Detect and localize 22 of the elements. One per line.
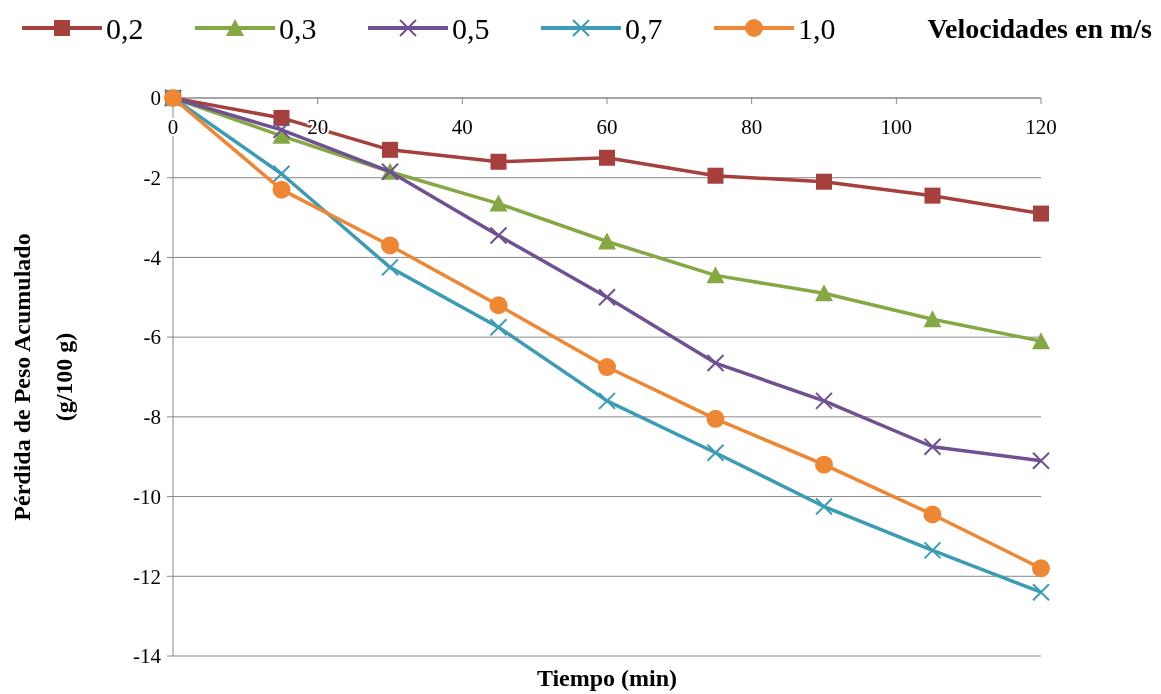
legend-label: 0,3 (279, 11, 317, 45)
y-axis-title: Pérdida de Peso Acumulado (g/100 g) (9, 233, 77, 521)
y-tick-label: -4 (143, 245, 162, 270)
y-tick-label: -8 (143, 405, 161, 430)
x-tick-label: 60 (596, 115, 618, 139)
y-tick-label: -6 (143, 325, 161, 350)
legend-label: 0,2 (106, 11, 144, 45)
x-tick-label: 80 (741, 115, 763, 139)
x-axis-title: Tiempo (min) (536, 665, 678, 691)
legend-label: 1,0 (798, 11, 836, 45)
x-tick-label: 100 (880, 115, 913, 139)
legend-title: Velocidades en m/s (927, 12, 1153, 44)
y-tick-label: -14 (133, 644, 162, 669)
x-tick-label: 0 (167, 115, 179, 139)
y-tick-label: -10 (133, 484, 161, 509)
x-tick-label: 40 (451, 115, 473, 139)
y-tick-label: -12 (133, 564, 161, 589)
legend-label: 0,7 (625, 11, 663, 45)
y-tick-label: -2 (143, 166, 161, 191)
legend-label: 0,5 (452, 11, 490, 45)
y-tick-label: 0 (150, 86, 161, 111)
x-tick-label: 120 (1025, 115, 1057, 139)
